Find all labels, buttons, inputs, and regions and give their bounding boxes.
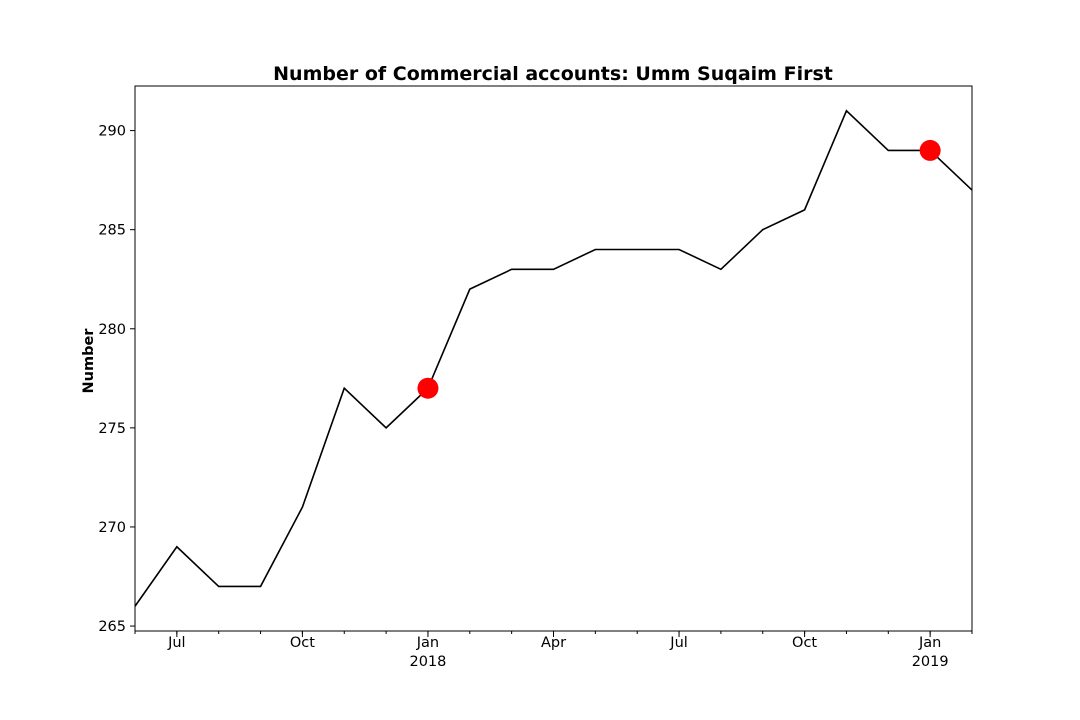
highlight-point — [919, 139, 941, 161]
x-tick-year-label: 2018 — [409, 654, 446, 670]
y-tick-label: 280 — [98, 322, 126, 338]
plot-area — [134, 109, 973, 607]
x-tick-label: Apr — [541, 635, 566, 651]
y-tick-label: 290 — [98, 124, 126, 140]
plot-frame — [134, 85, 973, 632]
x-tick-label: Oct — [792, 635, 817, 651]
series-line — [134, 109, 973, 607]
highlight-point — [417, 377, 439, 399]
x-tick-label: Jul — [669, 635, 688, 651]
x-tick-label: Jan — [918, 635, 941, 651]
x-tick-label: Jan — [416, 635, 439, 651]
y-tick-label: 275 — [98, 421, 126, 437]
x-tick-label: Jul — [167, 635, 186, 651]
y-tick-label: 265 — [98, 619, 126, 635]
x-tick-year-label: 2019 — [912, 654, 949, 670]
y-tick-label: 270 — [98, 520, 126, 536]
y-tick-label: 285 — [98, 223, 126, 239]
axis-ticks: 265 270 275 280 285 290 Jul Oct Jan 2018 Apr Jul Oct… — [98, 124, 973, 670]
x-tick-label: Oct — [290, 635, 315, 651]
y-axis-label: Number — [81, 328, 97, 394]
chart-title: Number of Commercial accounts: Umm Suqai… — [273, 63, 833, 85]
